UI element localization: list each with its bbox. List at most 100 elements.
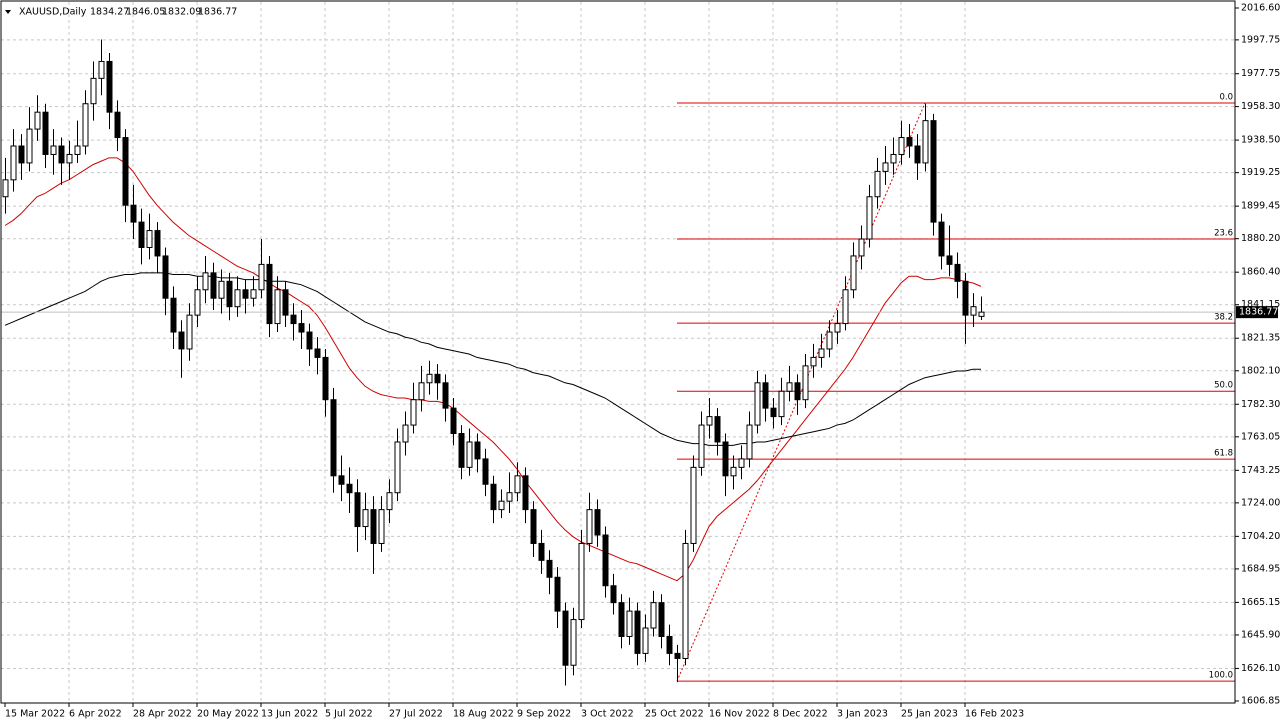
y-tick-label: 1841.15 <box>1241 299 1280 310</box>
x-tick-label: 13 Jun 2022 <box>261 709 318 720</box>
candle-body <box>58 145 65 164</box>
y-tick-label: 1782.30 <box>1241 399 1280 410</box>
fib-label: 23.6 <box>1214 229 1233 239</box>
y-tick-label: 1880.20 <box>1241 233 1280 244</box>
y-tick-label: 1724.00 <box>1241 497 1280 508</box>
candle-body <box>650 602 657 629</box>
candle-body <box>66 153 73 164</box>
fib-label: 61.8 <box>1214 449 1233 459</box>
y-tick-label: 1919.25 <box>1241 167 1280 178</box>
candle-body <box>354 492 361 528</box>
candle-body <box>82 103 89 147</box>
candle-body <box>26 128 33 164</box>
candle-body <box>658 602 665 637</box>
candle-body <box>274 289 281 325</box>
candle-body <box>282 289 289 316</box>
candle-body <box>290 314 297 325</box>
moving-average-line <box>4 157 982 582</box>
candle-body <box>858 238 865 257</box>
y-tick-label: 1802.10 <box>1241 365 1280 376</box>
candle-body <box>106 60 113 113</box>
candle-body <box>362 509 369 528</box>
candle-body <box>418 382 425 401</box>
plot-frame <box>0 0 1236 704</box>
candle-body <box>154 230 161 257</box>
candle-body <box>786 382 793 392</box>
candle-body <box>586 509 593 544</box>
candle-body <box>338 475 345 485</box>
x-tick-label: 3 Jan 2023 <box>837 709 888 720</box>
x-tick-label: 27 Jul 2022 <box>389 709 443 720</box>
y-tick-label: 1899.45 <box>1241 201 1280 212</box>
candle-body <box>250 289 257 299</box>
candle-body <box>946 255 953 265</box>
candle-body <box>18 145 25 164</box>
x-tick-label: 6 Apr 2022 <box>69 709 122 720</box>
x-tick-label: 5 Jul 2022 <box>325 709 373 720</box>
candle-body <box>194 289 201 316</box>
candle-body <box>394 441 401 494</box>
candle-body <box>546 559 553 578</box>
y-tick-label: 1606.85 <box>1241 696 1280 707</box>
fib-label: 50.0 <box>1214 381 1233 391</box>
menu-icon[interactable] <box>5 10 11 14</box>
fib-trendline <box>676 102 926 682</box>
x-tick-label: 15 Mar 2022 <box>5 709 65 720</box>
candle-body <box>818 348 825 358</box>
candle-body <box>506 492 513 502</box>
y-tick-label: 1704.20 <box>1241 531 1280 542</box>
candle-body <box>978 311 985 317</box>
candle-body <box>322 356 329 401</box>
candle-body <box>810 356 817 367</box>
candle-body <box>938 221 945 257</box>
candle-body <box>682 542 689 659</box>
fib-label: 38.2 <box>1214 313 1233 323</box>
candle-body <box>610 585 617 604</box>
y-tick-label: 1626.10 <box>1241 663 1280 674</box>
candle-body <box>474 441 481 460</box>
candle-body <box>570 619 577 666</box>
candle-body <box>442 382 449 409</box>
y-tick-label: 1821.35 <box>1241 333 1280 344</box>
candle-body <box>922 120 929 164</box>
candle-body <box>42 111 49 155</box>
x-tick-label: 25 Oct 2022 <box>645 709 704 720</box>
y-tick-label: 1997.75 <box>1241 34 1280 45</box>
x-tick-label: 25 Jan 2023 <box>901 709 958 720</box>
candle-body <box>202 272 209 291</box>
candle-body <box>234 289 241 308</box>
candle-body <box>722 441 729 477</box>
candle-body <box>618 602 625 637</box>
candle-body <box>186 314 193 350</box>
header-open: 1834.27 <box>90 7 129 18</box>
candle-body <box>562 610 569 666</box>
candle-body <box>850 255 857 291</box>
y-tick-label: 1665.15 <box>1241 597 1280 608</box>
candle-body <box>434 373 441 384</box>
candle-body <box>578 542 585 621</box>
candle-body <box>458 433 465 468</box>
candle-body <box>74 145 81 155</box>
y-tick-label: 1958.30 <box>1241 101 1280 112</box>
candle-body <box>170 297 177 333</box>
candle-body <box>554 576 561 612</box>
y-tick-label: 1684.95 <box>1241 563 1280 574</box>
x-tick-label: 16 Nov 2022 <box>709 709 770 720</box>
candle-body <box>50 145 57 155</box>
candle-body <box>530 509 537 544</box>
candle-body <box>306 331 313 350</box>
candle-body <box>514 475 521 494</box>
candle-body <box>466 441 473 468</box>
candle-body <box>450 407 457 435</box>
candle-body <box>386 492 393 511</box>
candle-body <box>906 137 913 147</box>
candle-body <box>602 534 609 587</box>
x-tick-label: 16 Feb 2023 <box>965 709 1024 720</box>
x-tick-label: 8 Dec 2022 <box>773 709 828 720</box>
candle-body <box>178 331 185 350</box>
y-tick-label: 1860.40 <box>1241 267 1280 278</box>
candle-body <box>226 280 233 308</box>
candle-body <box>2 179 9 198</box>
y-tick-label: 1977.75 <box>1241 68 1280 79</box>
